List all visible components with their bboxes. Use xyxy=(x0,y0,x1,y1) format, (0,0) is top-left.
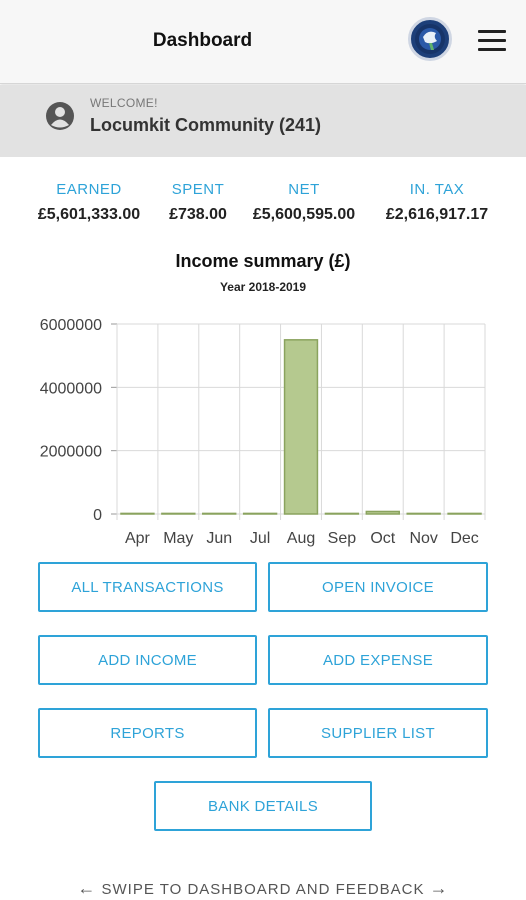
chart-subtitle: Year 2018-2019 xyxy=(219,280,307,294)
x-tick-label: Sep xyxy=(328,530,357,547)
y-tick-label: 4000000 xyxy=(40,380,102,397)
add-expense-button[interactable]: ADD EXPENSE xyxy=(268,635,488,685)
bar-jun xyxy=(202,512,237,515)
stat-value: £738.00 xyxy=(169,206,227,223)
reports-button[interactable]: REPORTS xyxy=(38,708,257,758)
x-tick-label: Oct xyxy=(370,530,395,547)
x-tick-label: Jun xyxy=(206,530,232,547)
x-tick-label: Dec xyxy=(450,530,478,547)
x-tick-label: Nov xyxy=(409,530,437,547)
y-tick-label: 0 xyxy=(93,507,102,524)
hamburger-menu-icon[interactable] xyxy=(478,30,506,52)
locumkit-logo-icon[interactable] xyxy=(408,17,452,61)
stat-value: £5,600,595.00 xyxy=(252,206,356,223)
stat-value: £5,601,333.00 xyxy=(37,206,141,223)
stat-net: NET £5,600,595.00 xyxy=(243,181,365,224)
supplier-list-button[interactable]: SUPPLIER LIST xyxy=(268,708,488,758)
stat-label: NET xyxy=(288,181,320,198)
swipe-hint[interactable]: ← SWIPE TO DASHBOARD AND FEEDBACK → xyxy=(0,878,526,899)
y-tick-label: 6000000 xyxy=(40,317,102,334)
app-header: Dashboard xyxy=(0,0,526,84)
bar-dec xyxy=(447,512,482,515)
stat-income-tax: IN. TAX £2,616,917.17 xyxy=(375,181,499,224)
add-income-button[interactable]: ADD INCOME xyxy=(38,635,257,685)
y-tick-label: 2000000 xyxy=(40,444,102,461)
bar-nov xyxy=(406,512,441,515)
stat-label: EARNED xyxy=(56,181,122,198)
user-name: Locumkit Community (241) xyxy=(90,115,322,135)
bar-apr xyxy=(120,512,155,515)
bar-may xyxy=(161,512,196,515)
bar-sep xyxy=(324,512,360,515)
stat-earned: EARNED £5,601,333.00 xyxy=(28,181,150,224)
chart-title: Income summary (£) xyxy=(175,251,351,271)
bar-jul xyxy=(242,512,278,515)
bar-oct xyxy=(365,510,400,515)
account-icon xyxy=(46,102,74,130)
stat-spent: SPENT £738.00 xyxy=(160,181,236,224)
welcome-banner xyxy=(0,85,526,157)
page-title: Dashboard xyxy=(152,30,253,51)
income-bar-chart: 0 2000000 4000000 6000000 Apr May Jun Jul Aug Sep… xyxy=(40,317,486,547)
stat-label: IN. TAX xyxy=(409,181,465,198)
stat-label: SPENT xyxy=(171,181,225,198)
bar-aug xyxy=(283,339,319,515)
arrow-left-icon: ← xyxy=(77,878,97,898)
x-tick-label: Apr xyxy=(125,530,151,547)
arrow-right-icon: → xyxy=(429,878,449,898)
swipe-text: SWIPE TO DASHBOARD AND FEEDBACK xyxy=(101,881,425,898)
open-invoice-button[interactable]: OPEN INVOICE xyxy=(268,562,488,612)
x-tick-label: May xyxy=(163,530,193,547)
x-tick-label: Aug xyxy=(287,530,315,547)
all-transactions-button[interactable]: ALL TRANSACTIONS xyxy=(38,562,257,612)
welcome-label: WELCOME! xyxy=(90,96,158,110)
bank-details-button[interactable]: BANK DETAILS xyxy=(154,781,372,831)
x-tick-label: Jul xyxy=(250,530,270,547)
stat-value: £2,616,917.17 xyxy=(385,206,489,223)
